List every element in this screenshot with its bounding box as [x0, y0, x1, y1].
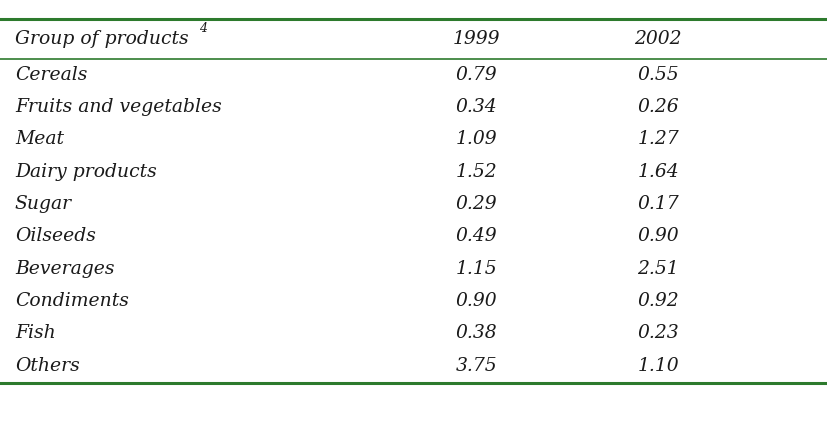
Text: Cereals: Cereals [15, 66, 87, 84]
Text: Condiments: Condiments [15, 292, 129, 310]
Text: 0.34: 0.34 [455, 98, 496, 116]
Text: Meat: Meat [15, 131, 64, 149]
Text: Sugar: Sugar [15, 195, 72, 213]
Text: 0.23: 0.23 [637, 324, 678, 342]
Text: 0.92: 0.92 [637, 292, 678, 310]
Text: Beverages: Beverages [15, 260, 114, 278]
Text: 1.64: 1.64 [637, 163, 678, 181]
Text: 2.51: 2.51 [637, 260, 678, 278]
Text: Fruits and vegetables: Fruits and vegetables [15, 98, 222, 116]
Text: 0.26: 0.26 [637, 98, 678, 116]
Text: 1.52: 1.52 [455, 163, 496, 181]
Text: 0.79: 0.79 [455, 66, 496, 84]
Text: 0.38: 0.38 [455, 324, 496, 342]
Text: 2002: 2002 [633, 30, 681, 48]
Text: 0.90: 0.90 [637, 227, 678, 245]
Text: 3.75: 3.75 [455, 357, 496, 374]
Text: 1.09: 1.09 [455, 131, 496, 149]
Text: 0.90: 0.90 [455, 292, 496, 310]
Text: 1.15: 1.15 [455, 260, 496, 278]
Text: 1.27: 1.27 [637, 131, 678, 149]
Text: Dairy products: Dairy products [15, 163, 156, 181]
Text: 0.55: 0.55 [637, 66, 678, 84]
Text: 1.10: 1.10 [637, 357, 678, 374]
Text: Fish: Fish [15, 324, 55, 342]
Text: 0.49: 0.49 [455, 227, 496, 245]
Text: 4: 4 [198, 22, 207, 35]
Text: Others: Others [15, 357, 79, 374]
Text: Group of products: Group of products [15, 30, 189, 48]
Text: Oilseeds: Oilseeds [15, 227, 96, 245]
Text: 0.29: 0.29 [455, 195, 496, 213]
Text: 1999: 1999 [452, 30, 500, 48]
Text: 0.17: 0.17 [637, 195, 678, 213]
